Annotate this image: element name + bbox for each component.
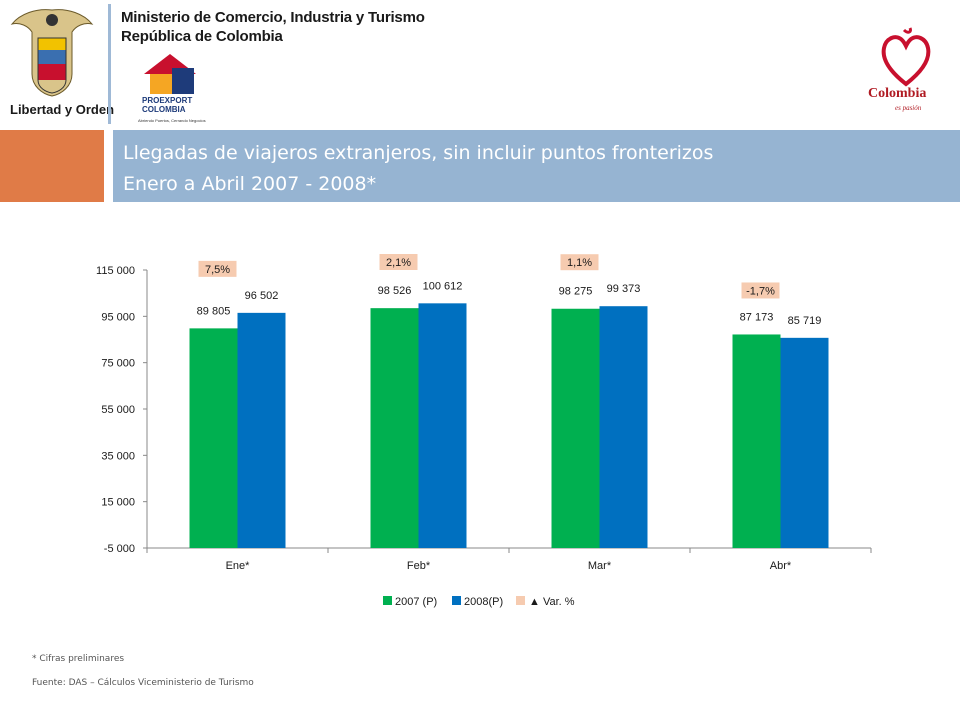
ministry-country: República de Colombia — [121, 28, 283, 45]
data-label: 96 502 — [245, 290, 279, 302]
bar-chart: 115 000 95 000 75 000 55 000 35 000 15 000 -5 … — [96, 254, 872, 608]
x-tick-label: Feb* — [407, 560, 431, 572]
footnote-source: Fuente: DAS – Cálculos Viceministerio de… — [32, 678, 254, 688]
variation-label: 2,1% — [386, 257, 411, 269]
data-label: 98 526 — [378, 285, 412, 297]
ministry-name: Ministerio de Comercio, Industria y Turi… — [121, 9, 425, 26]
bar-2008 — [418, 303, 467, 548]
slide-subtitle: Enero a Abril 2007 - 2008* — [123, 173, 377, 195]
proexport-caption: Abriendo Puertos, Cerrando Negocios — [138, 118, 206, 123]
coat-motto: Libertad y Orden — [10, 102, 115, 117]
y-tick-label: 15 000 — [101, 497, 135, 509]
legend-label-2007: 2007 (P) — [395, 596, 437, 608]
bar-2007 — [189, 328, 238, 548]
y-tick-label: 95 000 — [101, 311, 135, 323]
bar-2007 — [370, 308, 419, 548]
y-tick-label: 75 000 — [101, 358, 135, 370]
variation-label: 1,1% — [567, 257, 592, 269]
proexport-logo — [140, 50, 200, 98]
variation-label: -1,7% — [746, 285, 775, 297]
legend-label-variation: ▲ Var. % — [529, 596, 575, 608]
y-tick-label: -5 000 — [104, 543, 135, 555]
bar-2008 — [599, 306, 648, 548]
data-label: 89 805 — [197, 305, 231, 317]
coat-of-arms-logo — [6, 4, 98, 100]
x-tick-label: Ene* — [226, 560, 251, 572]
title-band — [113, 130, 960, 202]
data-label: 98 275 — [559, 286, 593, 298]
title-accent-block — [0, 130, 104, 202]
y-tick-label: 35 000 — [101, 450, 135, 462]
variation-badge — [379, 254, 418, 270]
proexport-sub: COLOMBIA — [142, 105, 186, 114]
proexport-wordmark: PROEXPORT COLOMBIA — [142, 96, 192, 114]
variation-badge — [198, 260, 237, 277]
data-label: 100 612 — [423, 280, 463, 292]
colombia-brand: Colombia — [868, 86, 927, 101]
legend-swatch-2008 — [452, 596, 461, 605]
legend-swatch-2007 — [383, 596, 392, 605]
data-label: 87 173 — [740, 311, 774, 323]
bar-2008 — [237, 312, 286, 548]
colombia-heart-logo — [878, 26, 934, 88]
legend-swatch-variation — [516, 596, 525, 605]
bar-2008 — [780, 337, 829, 548]
proexport-brand: PROEXPORT — [142, 96, 193, 105]
data-label: 85 719 — [788, 315, 822, 327]
data-label: 99 373 — [607, 283, 641, 295]
colombia-tagline: es pasión — [895, 104, 922, 112]
legend-label-2008: 2008(P) — [464, 596, 503, 608]
footnote-preliminary: * Cifras preliminares — [32, 654, 125, 664]
variation-label: 7,5% — [205, 264, 230, 276]
variation-badge — [741, 282, 780, 299]
header-divider — [108, 4, 111, 124]
variation-badge — [560, 254, 599, 271]
x-tick-label: Mar* — [588, 560, 612, 572]
y-tick-label: 115 000 — [96, 265, 135, 277]
x-tick-label: Abr* — [770, 560, 792, 572]
bar-2007 — [732, 334, 781, 548]
slide-title: Llegadas de viajeros extranjeros, sin in… — [123, 142, 714, 164]
y-tick-label: 55 000 — [101, 404, 135, 416]
bar-2007 — [551, 308, 600, 548]
